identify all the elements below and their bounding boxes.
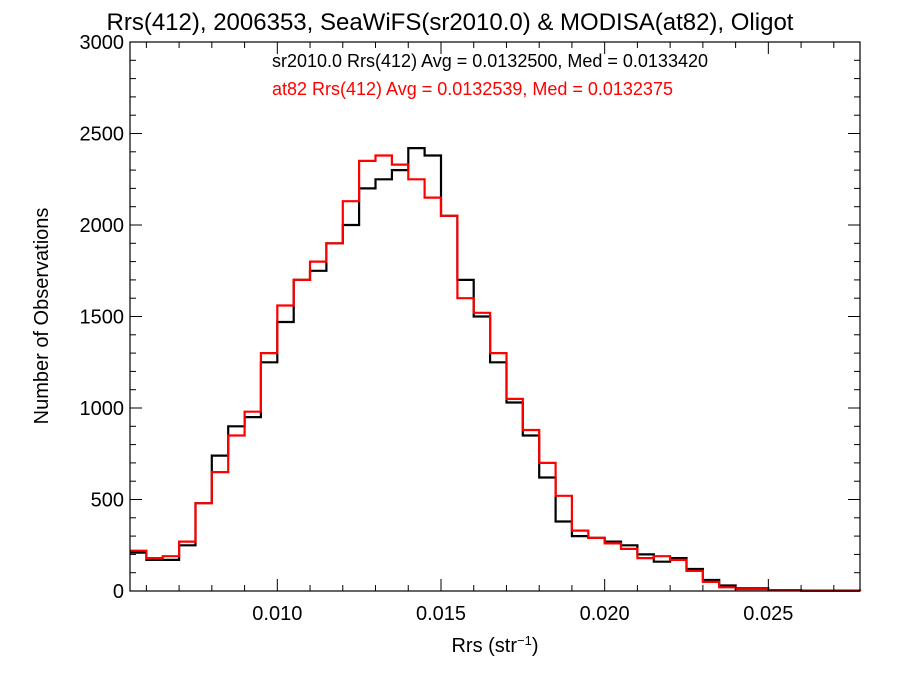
x-axis-label: Rrs (str−1) xyxy=(451,633,538,658)
y-tick-label: 1500 xyxy=(80,307,125,329)
ticks-layer: 0.010 0.015 0.020 0.025 0 500 1000 1500 2000 2500… xyxy=(80,32,860,625)
series-layer xyxy=(130,147,862,592)
x-axis-label-main: Rrs (str xyxy=(451,635,517,657)
x-axis-label-close: ) xyxy=(532,635,539,657)
x-tick-label: 0.020 xyxy=(580,603,630,625)
legend-entry-at82: at82 Rrs(412) Avg = 0.0132539, Med = 0.0… xyxy=(272,79,673,99)
plot-frame xyxy=(129,41,861,592)
legend-entry-sr2010: sr2010.0 Rrs(412) Avg = 0.0132500, Med =… xyxy=(272,51,708,71)
legend: sr2010.0 Rrs(412) Avg = 0.0132500, Med =… xyxy=(272,51,708,99)
x-tick-label: 0.010 xyxy=(252,603,302,625)
histogram-series-at82 xyxy=(130,154,862,592)
y-tick-label: 1000 xyxy=(80,398,125,420)
y-axis-label: Number of Observations xyxy=(31,208,53,425)
y-tick-label: 3000 xyxy=(80,32,125,54)
histogram-series-sr2010 xyxy=(130,147,862,592)
x-tick-label: 0.015 xyxy=(416,603,466,625)
y-tick-label: 0 xyxy=(113,581,124,603)
y-tick-label: 2500 xyxy=(80,124,125,146)
x-tick-label: 0.025 xyxy=(743,603,793,625)
x-axis-label-superscript: −1 xyxy=(517,633,532,648)
chart-title: Rrs(412), 2006353, SeaWiFS(sr2010.0) & M… xyxy=(107,9,794,36)
y-tick-label: 2000 xyxy=(80,215,125,237)
y-tick-label: 500 xyxy=(91,490,124,512)
